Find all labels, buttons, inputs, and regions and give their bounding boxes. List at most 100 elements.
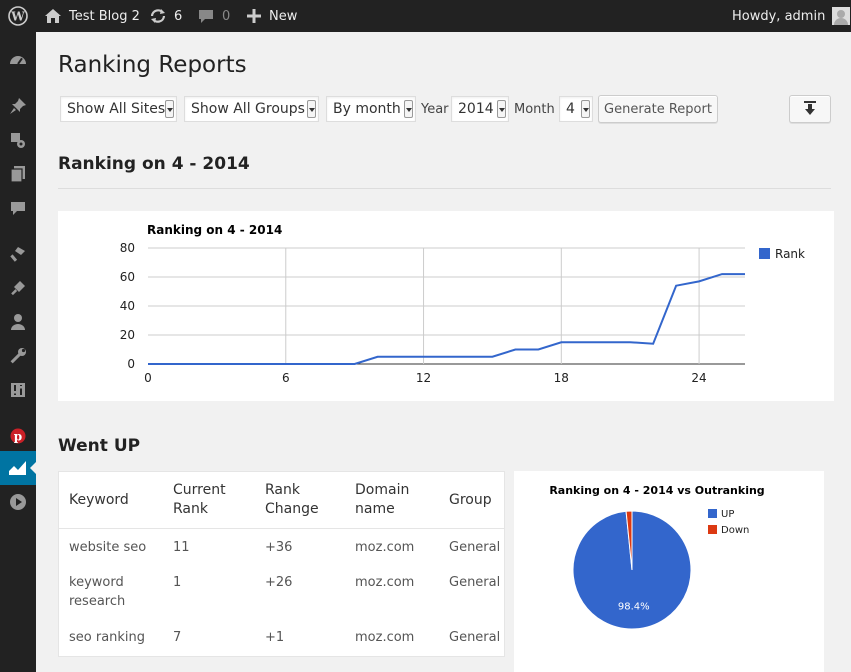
updates-link[interactable]: 6 <box>149 0 182 32</box>
site-name-link[interactable]: Test Blog 2 <box>44 0 140 32</box>
month-label: Month <box>514 102 555 117</box>
x-tick-label: 24 <box>691 371 706 385</box>
legend-swatch-up <box>708 509 717 518</box>
new-content-link[interactable]: New <box>247 0 297 32</box>
header-keyword: Keyword <box>69 492 129 508</box>
svg-text:W: W <box>10 10 25 24</box>
download-button[interactable] <box>789 95 831 123</box>
wordpress-logo-icon[interactable]: W <box>8 0 28 32</box>
chevron-down-icon <box>404 100 413 118</box>
generate-report-button[interactable]: Generate Report <box>598 95 718 123</box>
updates-icon <box>150 9 166 23</box>
sites-select[interactable]: Show All Sites <box>60 96 177 122</box>
home-icon <box>45 9 61 23</box>
chevron-down-icon <box>165 100 174 118</box>
users-icon[interactable] <box>0 305 36 339</box>
month-select[interactable]: 4 <box>559 96 593 122</box>
header-current-rank: Current Rank <box>173 482 226 517</box>
year-select[interactable]: 2014 <box>451 96 509 122</box>
groups-select[interactable]: Show All Groups <box>184 96 319 122</box>
domain-cell: moz.com <box>355 630 415 645</box>
ranking-section-heading: Ranking on 4 - 2014 <box>58 154 250 174</box>
domain-cell: moz.com <box>355 575 415 590</box>
rank-change-cell: +36 <box>265 540 293 555</box>
x-tick-label: 12 <box>416 371 431 385</box>
new-label: New <box>269 8 298 24</box>
x-tick-label: 6 <box>282 371 290 385</box>
pie-slice-down <box>625 510 633 571</box>
rank-change-cell: +1 <box>265 630 285 645</box>
header-group: Group <box>449 492 492 508</box>
pin-icon[interactable] <box>0 89 36 123</box>
rank-series-line <box>148 273 745 365</box>
period-select[interactable]: By month <box>326 96 416 122</box>
sites-select-value: Show All Sites <box>67 101 166 117</box>
comments-count: 0 <box>222 8 231 24</box>
chevron-down-icon <box>581 100 590 118</box>
legend-swatch-down <box>708 525 717 534</box>
current-rank-cell: 7 <box>173 630 182 645</box>
plus-icon <box>247 9 261 23</box>
generate-report-label: Generate Report <box>604 101 712 117</box>
chevron-down-icon <box>497 100 506 118</box>
admin-sidebar: p <box>0 32 36 672</box>
comments-icon[interactable] <box>0 191 36 225</box>
keyword-cell: website seo <box>69 540 147 555</box>
domain-cell: moz.com <box>355 540 415 555</box>
y-tick-label: 60 <box>120 270 135 284</box>
plugins-icon[interactable] <box>0 271 36 305</box>
legend-label: Rank <box>775 247 805 261</box>
y-tick-label: 0 <box>127 357 135 371</box>
settings-icon[interactable] <box>0 373 36 407</box>
legend-swatch <box>759 248 770 259</box>
pie-chart-svg: Ranking on 4 - 2014 vs Outranking 98.4% … <box>549 484 765 630</box>
pie-data-label: 98.4% <box>618 601 650 612</box>
y-tick-label: 80 <box>120 241 135 255</box>
group-cell: General <box>449 630 501 645</box>
comment-bubble-icon <box>199 10 213 23</box>
pie-title: Ranking on 4 - 2014 vs Outranking <box>549 484 764 497</box>
media-icon[interactable] <box>0 123 36 157</box>
up-vs-down-pie-chart: Ranking on 4 - 2014 vs Outranking 98.4% … <box>514 471 824 672</box>
keyword-cell: keyword research <box>69 575 126 609</box>
group-cell: General <box>449 575 501 590</box>
appearance-icon[interactable] <box>0 237 36 271</box>
rank-change-cell: +26 <box>265 575 293 590</box>
row-divider <box>59 528 504 529</box>
went-up-table: Keyword Current Rank Rank Change Domain nam… <box>58 471 505 657</box>
pie-legend: UP Down <box>708 509 749 536</box>
dashboard-icon[interactable] <box>0 43 36 77</box>
ranking-line-chart: Ranking on 4 - 2014 0 20 40 60 80 0 6 12 18 24 R… <box>58 211 834 401</box>
admin-bar: W Test Blog 2 6 0 New Howdy, admin <box>0 0 851 32</box>
chart-title: Ranking on 4 - 2014 <box>147 223 282 237</box>
header-rank-change: Rank Change <box>265 482 319 517</box>
keyword-cell: seo ranking <box>69 630 146 645</box>
download-icon <box>804 101 816 115</box>
tools-icon[interactable] <box>0 339 36 373</box>
legend-label-down: Down <box>721 525 749 536</box>
legend-label-up: UP <box>721 509 734 520</box>
current-rank-cell: 1 <box>173 575 182 590</box>
svg-text:p: p <box>14 430 22 444</box>
site-name: Test Blog 2 <box>69 8 140 24</box>
chart-legend: Rank <box>759 247 805 261</box>
x-tick-label: 18 <box>554 371 569 385</box>
avatar <box>832 7 851 25</box>
header-domain-name: Domain name <box>355 482 410 517</box>
howdy-text: Howdy, admin <box>732 8 826 24</box>
went-up-heading: Went UP <box>58 436 141 456</box>
pinterest-icon[interactable]: p <box>0 419 36 453</box>
ranking-icon[interactable] <box>0 451 36 485</box>
month-select-value: 4 <box>566 101 575 117</box>
year-label: Year <box>421 102 449 117</box>
play-icon[interactable] <box>0 485 36 519</box>
pages-icon[interactable] <box>0 157 36 191</box>
page-title: Ranking Reports <box>58 52 247 78</box>
my-account-link[interactable]: Howdy, admin <box>732 0 851 32</box>
period-select-value: By month <box>333 101 401 117</box>
comments-link[interactable]: 0 <box>198 0 230 32</box>
y-tick-label: 40 <box>120 299 135 313</box>
line-chart-svg: Ranking on 4 - 2014 0 20 40 60 80 0 6 12 18 24 R… <box>120 223 805 385</box>
chevron-down-icon <box>307 100 316 118</box>
updates-count: 6 <box>174 8 183 24</box>
